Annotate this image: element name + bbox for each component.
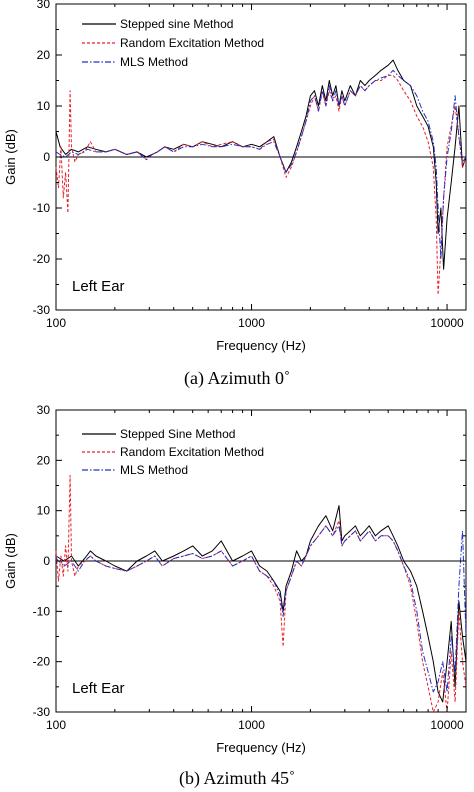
x-tick-label: 1000 (238, 316, 265, 330)
chart-panel-b: 100 1000 10000 -30 -20 -10 0 10 20 30 Stepped Sin… (3, 403, 467, 789)
x-tick-label: 1000 (238, 718, 265, 732)
y-tick-label: -10 (33, 201, 51, 215)
legend-label-mls-a: MLS Method (120, 55, 188, 69)
legend-a: Stepped sine Method Random Excitation Me… (82, 17, 264, 69)
y-axis-label-b: Gain (dB) (3, 533, 18, 589)
legend-label-random-excitation-b: Random Excitation Method (120, 445, 264, 459)
legend-label-mls-b: MLS Method (120, 463, 188, 477)
series-group-a (55, 59, 467, 296)
x-tick-label: 10000 (430, 316, 464, 330)
x-tick-label: 100 (46, 316, 66, 330)
axis-ticks-b: 100 1000 10000 -30 -20 -10 0 10 20 30 (33, 403, 466, 732)
caption-b: (b) Azimuth 45˚ (179, 768, 295, 789)
series-line-stepped-sine-method (55, 505, 467, 703)
y-tick-label: 30 (37, 403, 51, 417)
y-tick-label: 0 (43, 150, 50, 164)
y-tick-label: 10 (37, 99, 51, 113)
x-axis-label-a: Frequency (Hz) (216, 338, 306, 353)
y-tick-label: -20 (33, 252, 51, 266)
series-group-b (55, 474, 467, 713)
y-axis-label-a: Gain (dB) (3, 129, 18, 185)
y-tick-label: -30 (33, 303, 51, 317)
x-tick-label: 10000 (430, 718, 464, 732)
legend-b: Stepped Sine Method Random Excitation Me… (82, 427, 264, 477)
y-tick-label: 20 (37, 48, 51, 62)
y-tick-label: 0 (43, 554, 50, 568)
annotation-left-ear-b: Left Ear (72, 680, 125, 697)
y-tick-label: -30 (33, 705, 51, 719)
y-tick-label: 30 (37, 0, 51, 11)
annotation-left-ear-a: Left Ear (72, 278, 125, 295)
caption-a: (a) Azimuth 0˚ (184, 368, 290, 389)
y-tick-label: -20 (33, 655, 51, 669)
series-line-mls-method (55, 525, 467, 693)
legend-label-stepped-sine-a: Stepped sine Method (120, 17, 233, 31)
series-line-stepped-sine-method (55, 59, 467, 270)
y-tick-label: -10 (33, 604, 51, 618)
x-axis-label-b: Frequency (Hz) (216, 740, 306, 755)
x-tick-label: 100 (46, 718, 66, 732)
chart-panel-a: 100 1000 10000 -30 -20 -10 0 10 20 30 Stepped sin… (3, 0, 467, 389)
legend-label-random-excitation-a: Random Excitation Method (120, 36, 264, 50)
y-tick-label: 10 (37, 504, 51, 518)
axis-ticks-a: 100 1000 10000 -30 -20 -10 0 10 20 30 (33, 0, 466, 330)
legend-label-stepped-sine-b: Stepped Sine Method (120, 427, 235, 441)
y-tick-label: 20 (37, 453, 51, 467)
series-line-mls-method (55, 69, 467, 260)
